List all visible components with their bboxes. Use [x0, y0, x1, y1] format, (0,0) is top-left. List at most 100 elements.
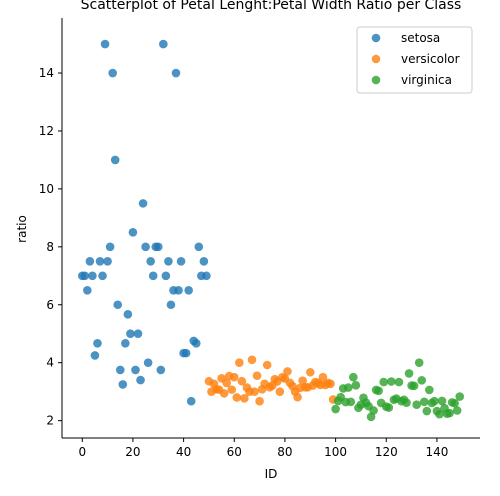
- data-point-versicolor: [235, 358, 244, 367]
- legend-label-setosa: setosa: [401, 31, 440, 45]
- data-point-versicolor: [326, 379, 335, 389]
- data-point-versicolor: [305, 367, 315, 377]
- y-tick-label: 8: [46, 240, 54, 254]
- data-point-setosa: [166, 300, 176, 310]
- data-point-setosa: [113, 300, 123, 310]
- data-point-setosa: [128, 228, 138, 237]
- data-point-setosa: [138, 199, 148, 208]
- data-point-setosa: [90, 351, 100, 360]
- data-point-versicolor: [250, 387, 259, 396]
- y-tick-label: 14: [39, 66, 54, 80]
- data-point-virginica: [455, 392, 465, 401]
- data-point-virginica: [387, 377, 396, 386]
- y-tick-label: 2: [46, 414, 54, 428]
- data-point-virginica: [349, 372, 358, 382]
- data-point-virginica: [417, 376, 427, 385]
- data-point-virginica: [452, 406, 462, 415]
- data-point-versicolor: [318, 372, 328, 382]
- x-tick-label: 120: [375, 445, 398, 459]
- data-point-setosa: [156, 365, 166, 375]
- data-point-setosa: [148, 271, 158, 281]
- data-point-versicolor: [229, 372, 239, 382]
- series-setosa: [77, 39, 211, 406]
- y-axis-label: ratio: [15, 215, 29, 243]
- data-point-versicolor: [219, 389, 229, 398]
- data-point-versicolor: [298, 376, 307, 385]
- legend-marker-virginica: [371, 75, 381, 85]
- data-point-virginica: [437, 396, 447, 406]
- legend-label-virginica: virginica: [401, 73, 452, 87]
- x-tick-label: 60: [227, 445, 242, 459]
- legend-label-versicolor: versicolor: [401, 52, 460, 66]
- data-point-setosa: [191, 338, 201, 348]
- data-point-versicolor: [232, 393, 242, 402]
- x-tick-label: 40: [176, 445, 191, 459]
- data-point-setosa: [98, 271, 107, 281]
- x-tick-label: 100: [324, 445, 347, 459]
- data-point-setosa: [184, 285, 193, 295]
- data-point-virginica: [331, 404, 340, 414]
- data-point-setosa: [85, 257, 95, 266]
- y-tick-label: 10: [39, 182, 54, 196]
- x-axis-label: ID: [265, 467, 278, 481]
- y-tick-label: 12: [39, 124, 54, 138]
- data-point-setosa: [95, 257, 105, 266]
- data-point-setosa: [103, 257, 112, 266]
- y-tick-label: 6: [46, 298, 54, 312]
- data-point-setosa: [83, 285, 92, 295]
- data-point-setosa: [131, 365, 140, 375]
- data-point-virginica: [425, 385, 434, 395]
- chart-title: Scatterplot of Petal Lenght:Petal Width …: [81, 0, 462, 13]
- data-point-setosa: [136, 375, 145, 385]
- data-point-versicolor: [283, 367, 292, 376]
- data-point-virginica: [445, 408, 454, 418]
- data-point-versicolor: [237, 376, 247, 386]
- data-point-setosa: [80, 271, 90, 281]
- legend-marker-versicolor: [371, 54, 381, 64]
- data-point-setosa: [133, 329, 143, 339]
- data-point-virginica: [422, 406, 432, 416]
- data-point-virginica: [374, 386, 383, 396]
- data-point-setosa: [159, 39, 168, 49]
- data-point-setosa: [171, 68, 181, 78]
- data-point-setosa: [199, 257, 209, 266]
- data-point-setosa: [123, 310, 133, 319]
- data-point-setosa: [176, 257, 186, 266]
- data-point-versicolor: [240, 394, 249, 403]
- data-point-virginica: [450, 398, 459, 408]
- data-point-versicolor: [262, 360, 272, 370]
- data-point-setosa: [153, 242, 163, 252]
- data-point-virginica: [414, 358, 424, 367]
- data-point-setosa: [143, 358, 153, 367]
- data-point-setosa: [88, 271, 97, 281]
- data-point-virginica: [404, 369, 414, 378]
- data-point-setosa: [115, 365, 125, 375]
- data-point-virginica: [419, 397, 429, 407]
- legend: setosa versicolor virginica: [356, 26, 473, 94]
- data-point-setosa: [93, 338, 102, 348]
- x-tick-label: 20: [125, 445, 140, 459]
- data-point-virginica: [346, 397, 356, 407]
- data-point-setosa: [164, 257, 173, 266]
- data-point-setosa: [105, 242, 115, 252]
- x-tick-label: 140: [425, 445, 448, 459]
- data-point-setosa: [121, 338, 130, 348]
- data-point-virginica: [412, 400, 421, 409]
- data-point-setosa: [161, 271, 171, 281]
- data-point-setosa: [126, 329, 135, 339]
- data-point-setosa: [146, 257, 155, 266]
- data-point-setosa: [181, 348, 191, 358]
- data-point-setosa: [194, 242, 204, 252]
- data-point-virginica: [394, 377, 404, 387]
- data-point-setosa: [174, 285, 183, 295]
- data-point-setosa: [202, 271, 211, 281]
- data-point-virginica: [430, 396, 439, 406]
- data-point-virginica: [402, 398, 411, 407]
- data-point-setosa: [100, 39, 110, 49]
- data-point-setosa: [110, 155, 120, 165]
- data-point-virginica: [351, 380, 361, 390]
- data-point-versicolor: [293, 392, 302, 402]
- data-point-versicolor: [252, 371, 262, 381]
- series-virginica: [331, 358, 465, 422]
